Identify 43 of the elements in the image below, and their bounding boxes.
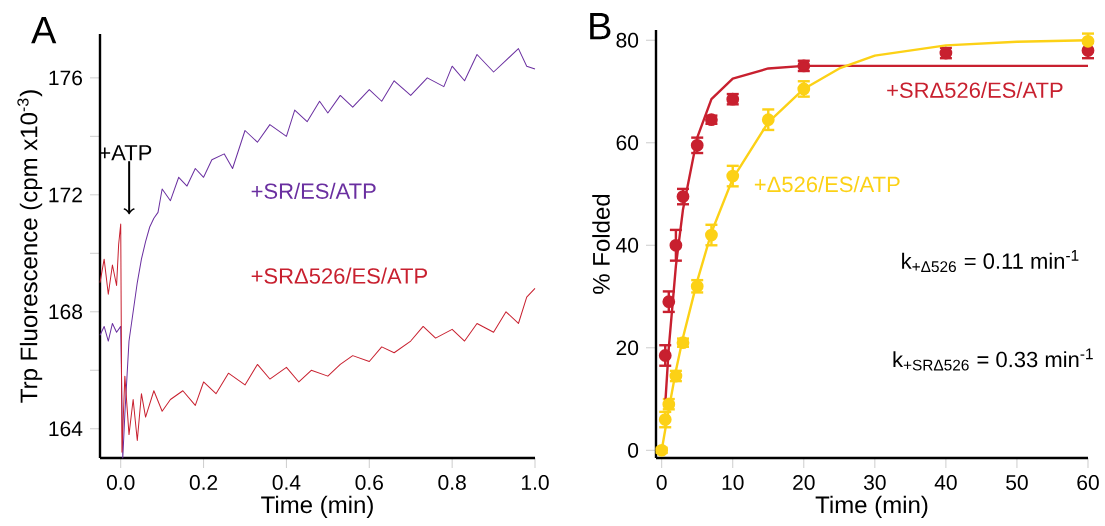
annotation: k$_{+Δ526}$ = 0.11 min$^{-1}$ (902, 250, 1079, 273)
y-tick-label: 0 (628, 442, 639, 458)
series-label: +SRΔ526/ES/ATP (251, 267, 427, 284)
annotation: k$_{+SRΔ526}$ = 0.33 min$^{-1}$ (893, 348, 1093, 371)
x-tick-label: 10 (722, 475, 744, 490)
x-tick-label: 30 (863, 475, 886, 490)
x-tick-label: 0.2 (189, 475, 218, 490)
point (761, 113, 775, 127)
x-tick-label: 40 (934, 475, 957, 490)
y-tick-label: 176 (49, 70, 83, 86)
x-tick-label: 60 (1077, 475, 1099, 490)
y-axis-title: Trp Fluorescence (cpm x10$^{-3}$) (17, 90, 43, 403)
y-tick-label: 40 (616, 237, 639, 253)
x-tick-label: 0 (656, 475, 667, 490)
line-series (99, 223, 536, 453)
point (669, 238, 683, 252)
x-axis-title: Time (min) (261, 495, 373, 519)
point (726, 169, 740, 183)
point (655, 443, 669, 457)
x-axis-title: Time (min) (815, 495, 928, 519)
x-tick-label: 0.0 (106, 475, 135, 490)
y-tick-label: 80 (616, 32, 639, 48)
y-tick-label: 168 (49, 304, 83, 320)
x-tick-label: 1.0 (522, 475, 549, 490)
series-label: +Δ526/ES/ATP (754, 176, 900, 193)
annotation: +ATP (99, 145, 152, 161)
y-tick-label: 20 (616, 340, 639, 356)
x-tick-label: 0.6 (355, 475, 383, 490)
series-label: +SR/ES/ATP (251, 182, 376, 199)
chart-title: B (590, 13, 611, 40)
x-tick-label: 50 (1006, 475, 1028, 490)
point (662, 295, 676, 309)
y-tick-label: 164 (49, 421, 83, 437)
series-label: +SRΔ526/ES/ATP (887, 81, 1063, 98)
y-tick-label: 172 (49, 187, 82, 203)
x-tick-label: 0.8 (438, 475, 466, 490)
x-tick-label: 20 (793, 475, 815, 490)
point (658, 349, 672, 362)
point (705, 228, 718, 242)
y-axis-title: % Folded (592, 194, 610, 294)
y-tick-label: 60 (616, 135, 639, 151)
chart-title: A (31, 17, 57, 44)
x-tick-label: 0.4 (272, 475, 301, 490)
